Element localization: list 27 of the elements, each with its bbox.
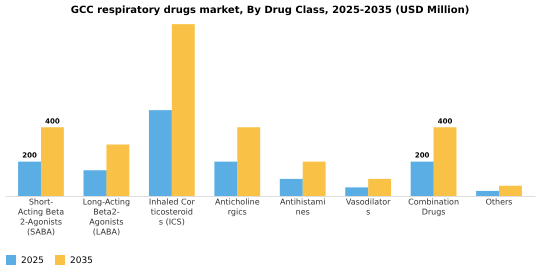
bar — [18, 162, 41, 196]
bar — [237, 127, 260, 196]
bar — [148, 110, 172, 196]
bar — [345, 187, 368, 196]
bar — [106, 144, 130, 196]
x-tick-label: Inhaled Corticosteroids (ICS) — [148, 198, 196, 226]
bar — [499, 186, 522, 196]
bar — [476, 190, 500, 196]
legend-label: 2035 — [70, 256, 93, 266]
x-tick-label: Antihistamines — [280, 198, 326, 216]
x-tick-label: Short-Acting Beta2-Agonists (SABA) — [18, 198, 64, 236]
bar — [302, 162, 326, 196]
bar — [84, 170, 106, 196]
x-tick-label: Combination Drugs — [408, 198, 460, 216]
x-tick-label: Others — [486, 198, 512, 206]
x-tick-label: Anticholinergics — [214, 198, 260, 216]
legend-label: 2025 — [21, 256, 44, 266]
x-tick-label: Long-Acting Beta2-Agonists (LABA) — [82, 198, 130, 236]
bar — [410, 162, 434, 196]
x-tick-label: Vasodilators — [346, 198, 392, 216]
bar — [172, 24, 195, 196]
chart-title: GCC respiratory drugs market, By Drug Class, 2025-2035 (USD Million) — [70, 5, 470, 16]
bar — [280, 178, 303, 196]
bar — [214, 162, 238, 196]
bar — [368, 178, 392, 196]
bar — [40, 127, 64, 196]
bar — [434, 127, 456, 196]
